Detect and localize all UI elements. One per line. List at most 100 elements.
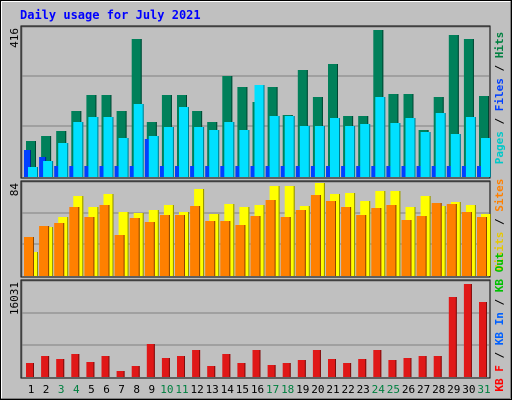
bar-kb-f-day-21	[328, 359, 336, 377]
bar-files-day-2	[39, 157, 47, 177]
day-label-30: 30	[462, 383, 475, 396]
bar-files-day-1	[24, 150, 31, 177]
bar-hits-day-31	[479, 96, 489, 177]
bar-pages-day-6	[103, 117, 114, 177]
day-label-17: 17	[266, 383, 279, 396]
panel-1-legend: Pages / Files / Hits	[493, 32, 506, 165]
bar-sites-day-18	[280, 217, 291, 276]
bar-kb-f-day-2	[41, 356, 50, 377]
bar-sites-day-16	[250, 216, 261, 276]
bar-files-day-3	[54, 166, 62, 177]
day-label-18: 18	[281, 383, 294, 396]
bar-pages-day-4	[73, 122, 84, 177]
legend-separator: /	[493, 212, 506, 232]
bar-files-day-24	[371, 166, 379, 177]
bar-hits-day-30	[463, 39, 474, 177]
day-label-7: 7	[118, 383, 125, 396]
day-label-10: 10	[160, 383, 173, 396]
bar-files-day-25	[386, 166, 394, 177]
legend-item-kb-out: KB Out	[493, 252, 506, 292]
panel-visits-sites: 84 Visits / Sites	[8, 179, 506, 278]
panel-2-ymax-label: 84	[8, 183, 21, 197]
bar-kb-f-day-7	[116, 371, 125, 377]
panel-2-legend-text: Visits / Sites	[493, 179, 506, 272]
bar-sites-day-13	[205, 221, 216, 276]
bar-pages-day-11	[179, 107, 189, 177]
bar-pages-day-19	[299, 126, 310, 177]
bar-pages-day-21	[330, 118, 340, 177]
day-label-2: 2	[43, 383, 50, 396]
bar-sites-day-24	[371, 208, 382, 276]
bar-files-day-15	[235, 166, 243, 177]
bar-kb-f-day-8	[131, 366, 140, 377]
bar-pages-day-17	[269, 116, 280, 177]
legend-item-sites: Sites	[493, 179, 506, 212]
bar-sites-day-7	[114, 235, 125, 276]
panel-3-legend: KB F / KB In / KB Out	[493, 252, 506, 391]
bar-files-day-27	[416, 166, 424, 177]
bar-sites-day-10	[159, 215, 170, 276]
day-label-29: 29	[447, 383, 460, 396]
bar-files-day-29	[446, 166, 454, 177]
bar-sites-day-9	[144, 222, 155, 276]
day-label-24: 24	[372, 383, 386, 396]
bar-sites-day-14	[220, 221, 231, 276]
bar-pages-day-5	[88, 117, 99, 177]
day-label-26: 26	[402, 383, 415, 396]
bar-pages-day-27	[420, 132, 431, 177]
bar-sites-day-26	[401, 220, 412, 276]
legend-separator: /	[493, 345, 506, 365]
bar-kb-f-day-22	[343, 363, 352, 377]
bar-kb-f-day-6	[101, 356, 110, 377]
day-label-22: 22	[341, 383, 354, 396]
day-label-19: 19	[296, 383, 309, 396]
bar-pages-day-16	[254, 85, 265, 177]
bar-files-day-16	[250, 166, 258, 177]
bar-kb-f-day-14	[222, 354, 231, 377]
day-label-5: 5	[88, 383, 95, 396]
day-label-23: 23	[357, 383, 370, 396]
bar-files-day-8	[129, 166, 137, 177]
bar-hits-day-19	[297, 70, 308, 177]
bar-files-day-18	[280, 166, 288, 177]
day-label-9: 9	[148, 383, 155, 396]
bar-kb-f-day-1	[26, 363, 34, 377]
bar-kb-f-day-24	[373, 350, 382, 377]
panel-2-legend: Visits / Sites	[493, 179, 506, 272]
day-label-31: 31	[477, 383, 490, 396]
bar-pages-day-28	[435, 113, 446, 177]
bar-sites-day-27	[416, 216, 427, 276]
bar-pages-day-18	[284, 116, 295, 177]
bar-files-day-10	[159, 166, 167, 177]
panel-1-legend-text: Pages / Files / Hits	[493, 32, 506, 165]
legend-item-kb-in: KB In	[493, 312, 506, 345]
bar-kb-f-day-20	[312, 350, 321, 377]
bar-kb-f-day-16	[252, 350, 261, 377]
bar-kb-f-day-13	[207, 366, 216, 377]
bar-kb-f-day-3	[56, 359, 65, 377]
bar-sites-day-5	[84, 217, 95, 276]
day-label-8: 8	[133, 383, 140, 396]
legend-item-visits: Visits	[493, 232, 506, 272]
day-label-28: 28	[432, 383, 445, 396]
day-label-1: 1	[28, 383, 35, 396]
bar-hits-day-2	[41, 136, 52, 177]
bar-sites-day-23	[356, 215, 367, 276]
bar-pages-day-25	[390, 123, 401, 177]
chart-title: Daily usage for July 2021	[20, 8, 201, 22]
bar-sites-day-4	[69, 207, 80, 276]
bar-pages-day-22	[345, 126, 356, 177]
panel-3-legend-text: KB F / KB In / KB Out	[493, 252, 506, 391]
bar-files-day-31	[477, 166, 484, 177]
bar-pages-day-31	[481, 138, 491, 177]
bar-kb-f-day-23	[358, 359, 367, 377]
panel-kbytes: 16031 KB F / KB In / KB Out	[8, 252, 506, 391]
bar-kb-f-day-25	[388, 360, 397, 377]
bar-pages-day-2	[43, 161, 54, 177]
day-label-3: 3	[58, 383, 65, 396]
bar-pages-day-20	[314, 126, 325, 177]
bar-kb-f-day-27	[418, 356, 427, 377]
bar-sites-day-1	[24, 237, 34, 276]
bar-pages-day-1	[28, 167, 38, 177]
bar-kb-f-day-9	[146, 344, 155, 377]
